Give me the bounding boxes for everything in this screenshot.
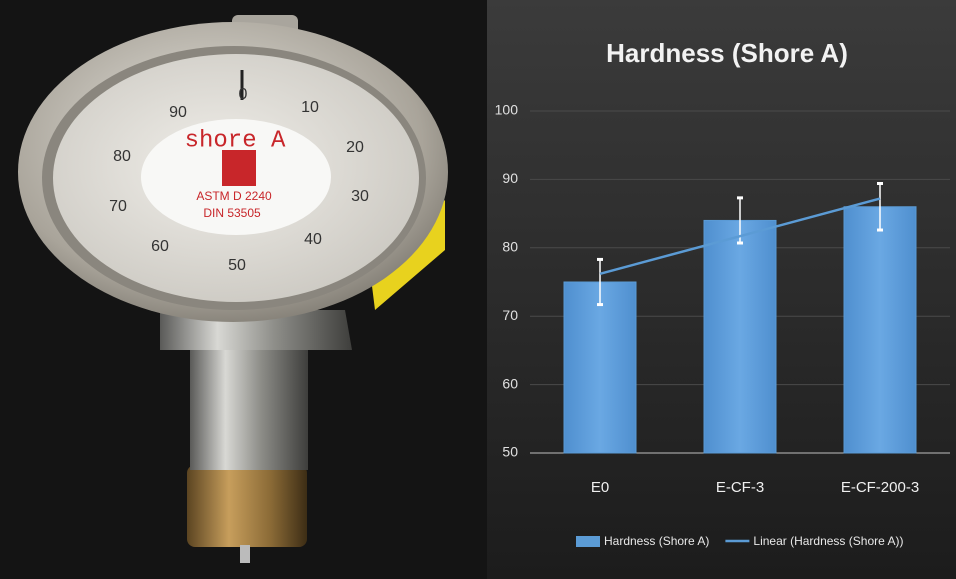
photo: shore A ASTM D 2240 DIN 53505 0 10 20 30 40 5… (0, 0, 487, 579)
brand: shore A (185, 127, 286, 154)
dial-number: 80 (113, 148, 131, 165)
y-tick-label: 80 (502, 239, 518, 255)
error-bar (597, 257, 603, 307)
x-tick-label: E-CF-3 (716, 479, 764, 496)
indentor (240, 545, 250, 563)
dial-number: 90 (169, 104, 187, 121)
dial-number: 70 (109, 198, 127, 215)
legend-label: Linear (Hardness (Shore A)) (753, 534, 903, 548)
standard: DIN 53505 (203, 206, 261, 220)
error-bar (877, 182, 883, 232)
y-tick-label: 90 (502, 170, 518, 186)
x-tick-label: E-CF-200-3 (841, 479, 919, 496)
y-tick-label: 50 (502, 444, 518, 460)
legend-swatch (576, 536, 600, 547)
bar (843, 206, 917, 454)
y-tick-label: 70 (502, 307, 518, 323)
logo (222, 150, 256, 186)
brass-foot (187, 465, 307, 547)
stem (190, 345, 308, 470)
bar (563, 281, 637, 454)
standard: ASTM D 2240 (196, 189, 272, 203)
bar (703, 219, 777, 454)
chart-title: Hardness (Shore A) (606, 38, 848, 68)
dial-number: 40 (304, 231, 322, 248)
y-tick-label: 60 (502, 375, 518, 391)
trend-line (599, 197, 881, 275)
x-tick-label: E0 (591, 479, 609, 496)
y-tick-label: 100 (495, 102, 519, 118)
dial-number: 10 (301, 99, 319, 116)
dial-number: 20 (346, 139, 364, 156)
dial-number: 50 (228, 257, 246, 274)
dial-number: 0 (239, 86, 248, 103)
legend-label: Hardness (Shore A) (604, 534, 709, 548)
dial-number: 60 (151, 238, 169, 255)
dial-number: 30 (351, 188, 369, 205)
